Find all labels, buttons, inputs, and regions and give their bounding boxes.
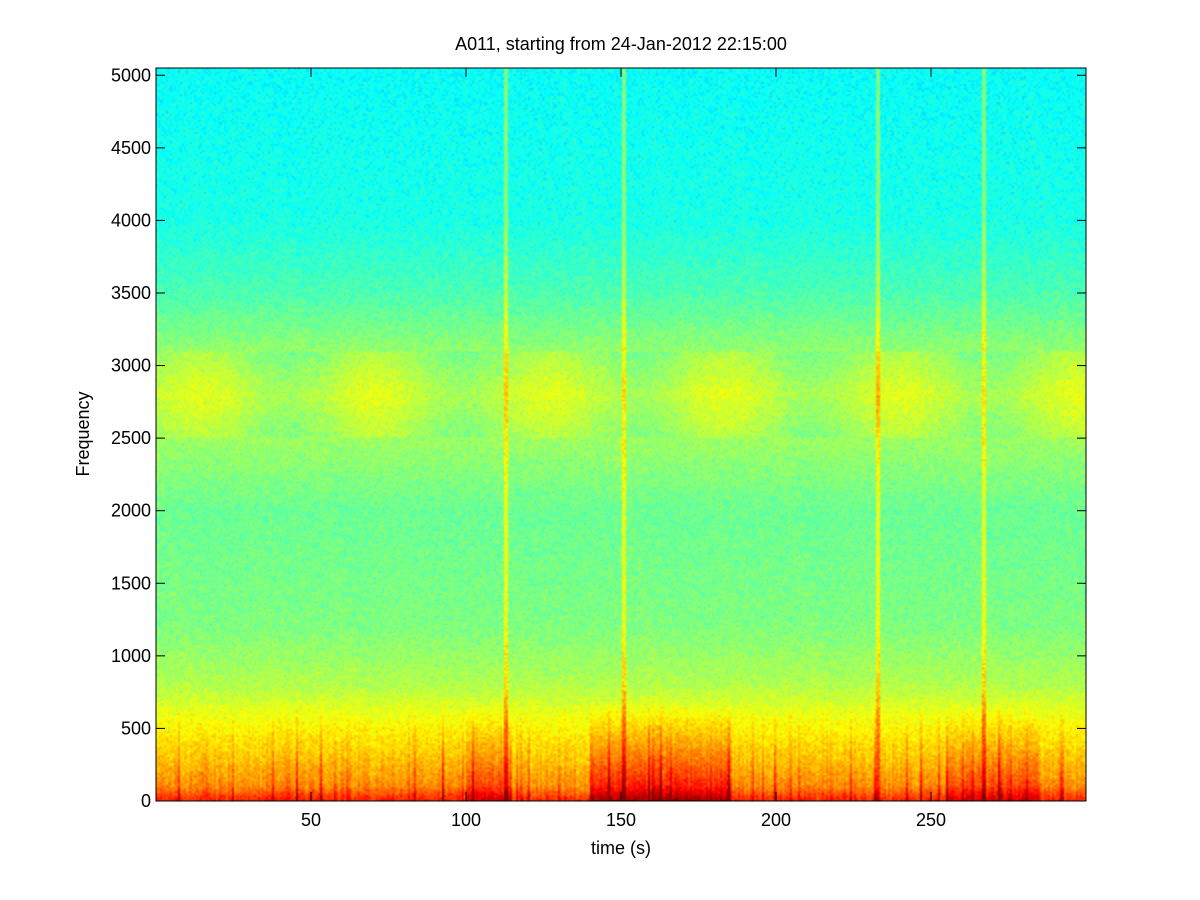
x-tick-label: 250 bbox=[916, 810, 946, 830]
x-tick-label: 150 bbox=[606, 810, 636, 830]
y-tick-label: 2000 bbox=[111, 501, 151, 521]
y-tick-label: 3500 bbox=[111, 283, 151, 303]
y-tick-label: 1000 bbox=[111, 646, 151, 666]
y-tick-label: 1500 bbox=[111, 573, 151, 593]
x-axis-ticks: 50 100 150 200 250 bbox=[301, 68, 946, 830]
x-tick-label: 100 bbox=[451, 810, 481, 830]
x-tick-label: 200 bbox=[761, 810, 791, 830]
y-axis-label: Frequency bbox=[73, 391, 93, 476]
y-tick-label: 4500 bbox=[111, 138, 151, 158]
y-tick-label: 3000 bbox=[111, 356, 151, 376]
y-tick-label: 0 bbox=[141, 791, 151, 811]
y-tick-label: 4000 bbox=[111, 210, 151, 230]
plot-area bbox=[156, 68, 1086, 801]
y-tick-label: 500 bbox=[121, 718, 151, 738]
y-axis-ticks: 0 500 1000 1500 2000 2500 3000 3500 4000 4500 5000 bbox=[111, 65, 1086, 811]
spectrogram-image bbox=[156, 68, 1086, 801]
x-tick-label: 50 bbox=[301, 810, 321, 830]
x-axis-label: time (s) bbox=[591, 838, 651, 858]
y-tick-label: 5000 bbox=[111, 65, 151, 85]
chart-title: A011, starting from 24-Jan-2012 22:15:00 bbox=[455, 34, 787, 54]
y-tick-label: 2500 bbox=[111, 428, 151, 448]
